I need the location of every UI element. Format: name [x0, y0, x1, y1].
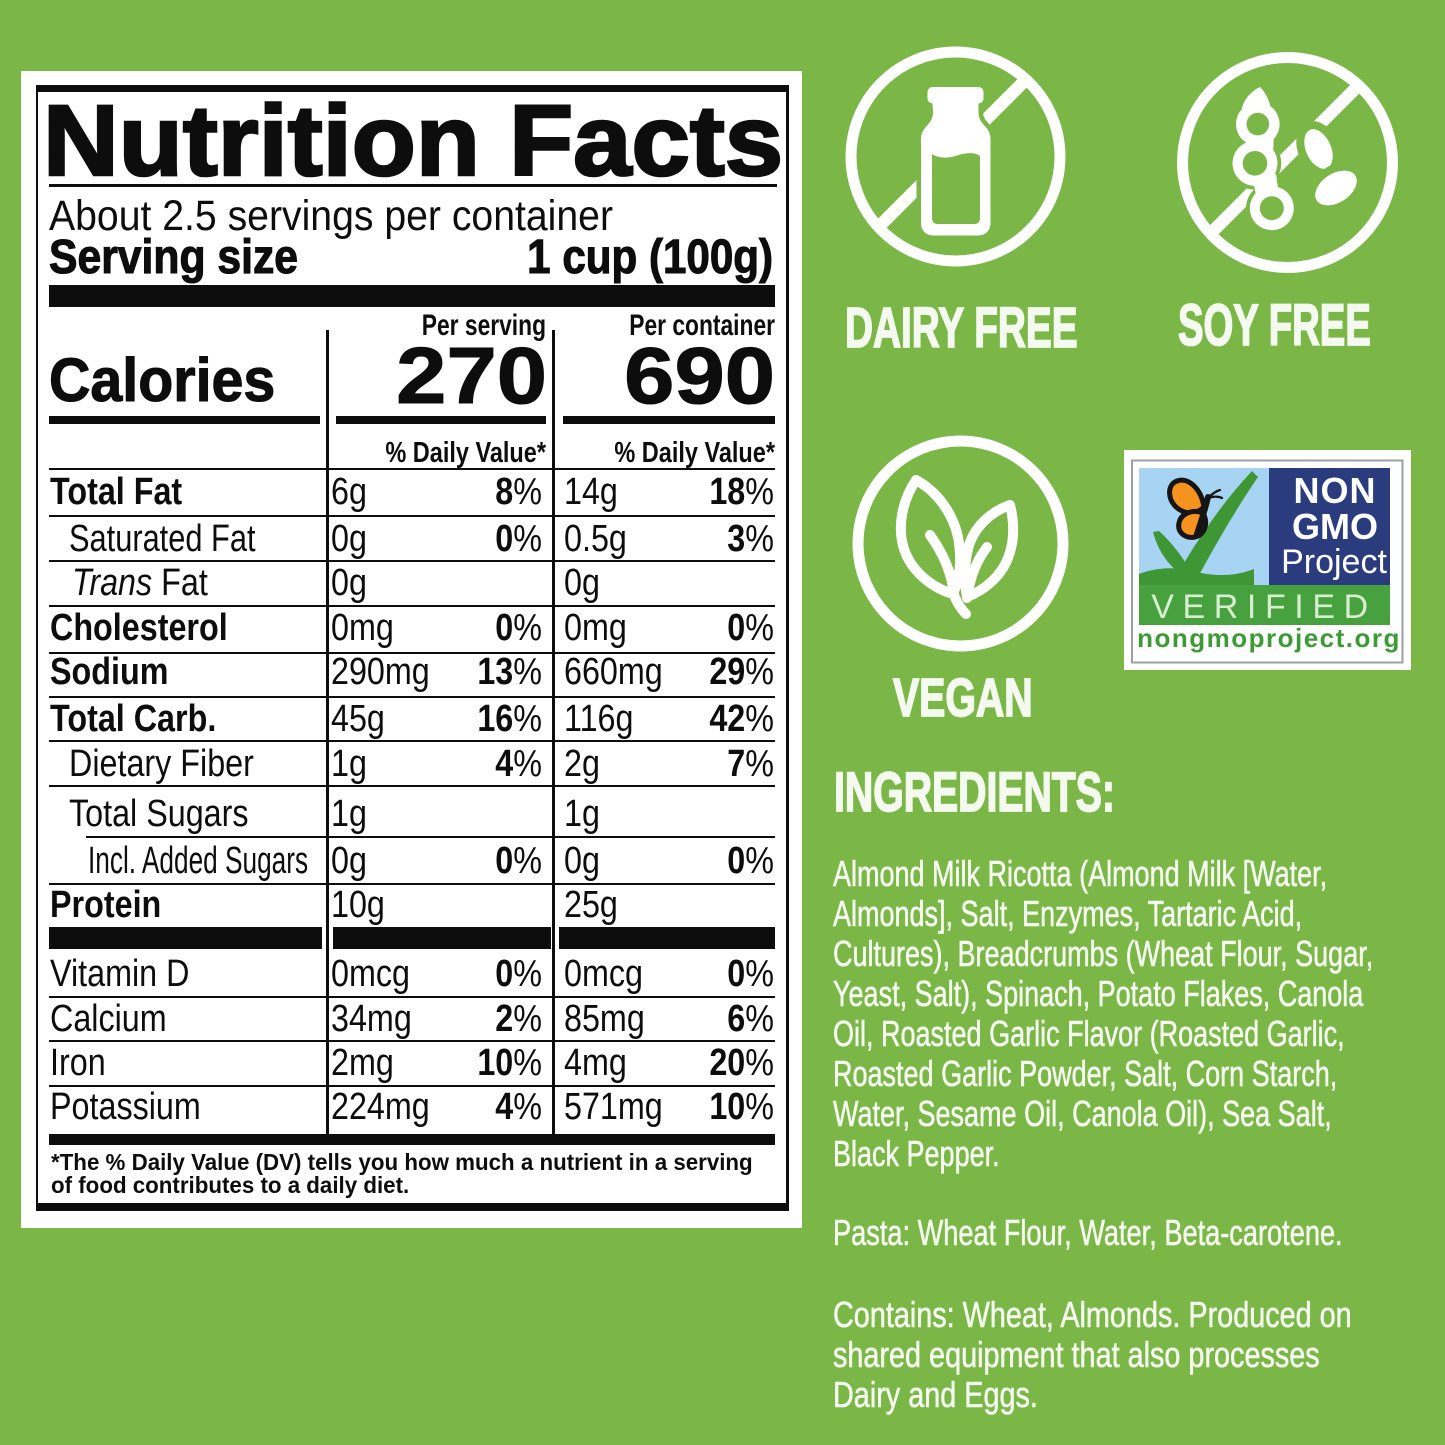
- svg-text:Project: Project: [1281, 543, 1387, 581]
- svg-text:VERIFIED: VERIFIED: [1151, 588, 1377, 626]
- svg-text:GMO: GMO: [1292, 506, 1378, 547]
- svg-text:NON: NON: [1294, 470, 1377, 511]
- svg-text:nongmoproject.org: nongmoproject.org: [1137, 623, 1401, 653]
